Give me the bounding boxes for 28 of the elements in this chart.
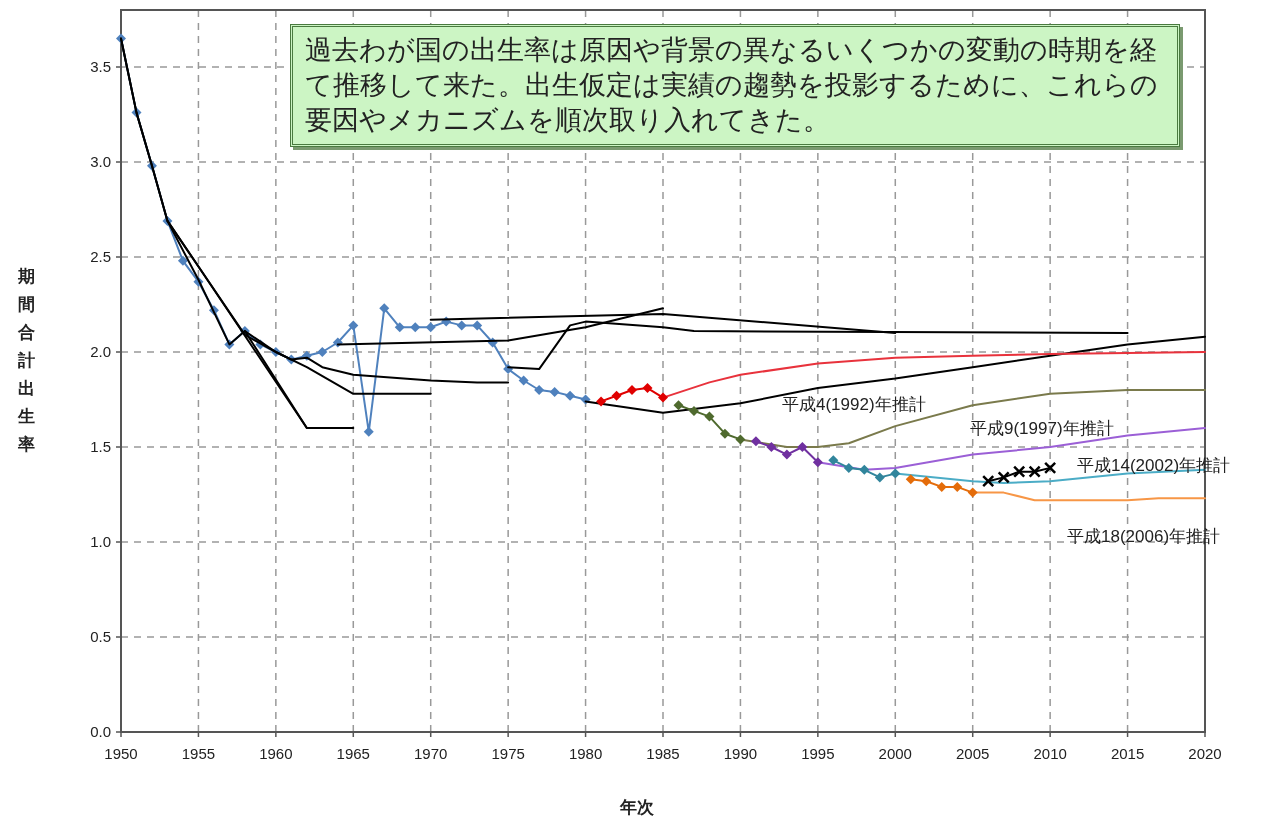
x-tick-label: 2005	[956, 745, 990, 762]
y-tick-label: 2.0	[90, 343, 111, 360]
y-tick-label: 0.0	[90, 723, 111, 740]
annotation: 平成9(1997)年推計	[970, 419, 1114, 438]
x-tick-label: 1990	[723, 745, 758, 762]
x-tick-label: 2020	[1188, 745, 1222, 762]
x-tick-label: 1985	[646, 745, 680, 762]
y-tick-label: 1.0	[90, 533, 111, 550]
x-tick-label: 1975	[491, 745, 525, 762]
x-axis-title: 年次	[619, 797, 655, 819]
x-tick-label: 2010	[1033, 745, 1067, 762]
x-tick-label: 1965	[336, 745, 370, 762]
x-tick-label: 1955	[181, 745, 216, 762]
x-tick-label: 1950	[104, 745, 138, 762]
x-tick-label: 1980	[568, 745, 603, 762]
y-tick-label: 3.0	[90, 153, 111, 170]
x-tick-label: 1960	[259, 745, 293, 762]
y-tick-label: 0.5	[90, 628, 111, 645]
x-tick-label: 2000	[878, 745, 912, 762]
y-tick-label: 3.5	[90, 58, 111, 75]
annotation: 平成4(1992)年推計	[782, 395, 926, 414]
annotation: 過去わが国の出生率は原因や背景の異なるいくつかの変動の時期を経て推移して来た。出生仮定は実績の趨勢を投影するために、これらの要因やメカニズムを順次取り入れてきた。	[290, 24, 1180, 147]
x-tick-label: 1995	[801, 745, 835, 762]
y-tick-label: 2.5	[90, 248, 111, 265]
x-tick-label: 1970	[414, 745, 448, 762]
y-axis-title: 期間合計出生率	[16, 267, 35, 454]
x-tick-label: 2015	[1110, 745, 1145, 762]
y-tick-label: 1.5	[90, 438, 111, 455]
